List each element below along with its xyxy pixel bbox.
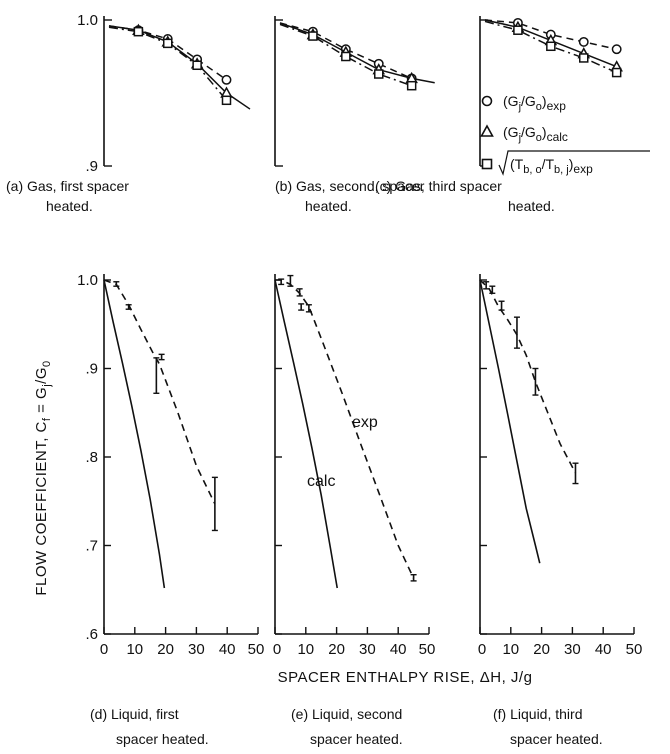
x-tick-label: 0 bbox=[100, 641, 108, 658]
error-bar bbox=[305, 304, 312, 313]
marker-square bbox=[133, 26, 144, 37]
marker-square bbox=[192, 60, 202, 71]
series-line-circle bbox=[108, 25, 227, 81]
x-tick-label: 20 bbox=[328, 641, 345, 658]
x-tick-label: 40 bbox=[595, 641, 612, 658]
error-bar bbox=[153, 357, 160, 394]
panel-caption-line1: (b) Gas, second, spacer bbox=[275, 178, 425, 194]
x-tick-label: 0 bbox=[478, 641, 486, 658]
y-tick-label: .9 bbox=[85, 361, 98, 378]
panel-caption-line1: (f) Liquid, third bbox=[493, 706, 582, 722]
panel-caption-line2: spacer heated. bbox=[116, 731, 209, 747]
x-tick-label: 0 bbox=[273, 641, 281, 658]
x-tick-label: 50 bbox=[626, 641, 643, 658]
gas-panel-a: 1.0 .9 (a) Gas, first spacer heated. bbox=[6, 12, 251, 214]
panel-caption-line2: heated. bbox=[46, 198, 93, 214]
series-line-exp bbox=[479, 279, 577, 474]
error-bar bbox=[158, 353, 165, 361]
marker-square bbox=[308, 31, 318, 41]
legend-square-icon bbox=[481, 158, 493, 170]
error-bar bbox=[513, 316, 520, 349]
error-bar bbox=[298, 303, 305, 311]
marker-square bbox=[163, 38, 173, 49]
x-tick-label: 30 bbox=[188, 641, 205, 658]
error-bar bbox=[483, 281, 490, 290]
y-tick-label: .7 bbox=[85, 538, 98, 555]
series-line-calc bbox=[274, 279, 339, 589]
panel-caption-line2: heated. bbox=[508, 198, 555, 214]
x-tick-label: 20 bbox=[533, 641, 550, 658]
error-bar bbox=[489, 285, 496, 294]
panel-caption-line1: (d) Liquid, first bbox=[90, 706, 179, 722]
liquid-panel-f: 0 10 20 30 40 50 (f) Liquid, third spacer heate… bbox=[478, 274, 643, 747]
legend-circle-icon bbox=[481, 95, 493, 107]
x-tick-label: 10 bbox=[126, 641, 143, 658]
gas-panel-c: (c) Gas, third spacer heated. bbox=[375, 16, 623, 214]
panel-caption-line1: (c) Gas, third spacer bbox=[375, 178, 502, 194]
error-bar bbox=[278, 278, 285, 286]
error-bar bbox=[125, 304, 132, 310]
series-line-calc bbox=[103, 279, 166, 589]
marker-square bbox=[611, 67, 622, 78]
series-line-circle bbox=[484, 19, 617, 50]
legend-entry-label: (Tb, o/Tb, j)exp bbox=[510, 156, 593, 176]
y-tick-label: 1.0 bbox=[77, 272, 98, 289]
x-tick-label: 40 bbox=[390, 641, 407, 658]
panel-caption-line1: (a) Gas, first spacer bbox=[6, 178, 129, 194]
x-tick-label: 10 bbox=[502, 641, 519, 658]
liquid-panel-e: 0 10 20 30 40 50 exp calc (e) Liquid, second spac… bbox=[273, 274, 436, 747]
legend: (Gj/Go)exp (Gj/Go)calc (Tb, o/Tb, j)exp bbox=[480, 93, 650, 176]
panel-caption-line2: heated. bbox=[305, 198, 352, 214]
legend-triangle-icon bbox=[480, 124, 494, 137]
series-line-calc bbox=[479, 279, 541, 564]
series-line-square bbox=[279, 23, 412, 87]
error-bar bbox=[532, 367, 539, 396]
sqrt-sign bbox=[498, 150, 650, 176]
annotation-exp: exp bbox=[352, 414, 378, 431]
x-tick-label: 50 bbox=[248, 641, 265, 658]
legend-entry-label: (Gj/Go)exp bbox=[503, 93, 566, 113]
x-tick-label: 50 bbox=[419, 641, 436, 658]
marker-square bbox=[579, 53, 589, 63]
marker-square bbox=[513, 25, 523, 35]
error-bar bbox=[287, 274, 294, 287]
error-bar bbox=[410, 574, 417, 582]
marker-circle bbox=[578, 36, 589, 47]
legend-entry-label: (Gj/Go)calc bbox=[503, 124, 568, 144]
y-tick-label: .6 bbox=[85, 626, 98, 643]
marker-circle bbox=[221, 74, 232, 85]
gas-panel-b: (b) Gas, second, spacer heated. bbox=[274, 16, 435, 214]
x-tick-label: 40 bbox=[219, 641, 236, 658]
marker-square bbox=[221, 95, 232, 106]
liquid-panel-d: 1.0 .9 .8 .7 .60 10 20 30 40 50 (d) Liquid, first s… bbox=[77, 272, 264, 747]
x-tick-label: 30 bbox=[359, 641, 376, 658]
x-axis-title: SPACER ENTHALPY RISE, ΔH, J/g bbox=[278, 669, 533, 686]
panel-caption-line2: spacer heated. bbox=[310, 731, 403, 747]
panel-caption-line2: spacer heated. bbox=[510, 731, 603, 747]
marker-circle bbox=[611, 44, 622, 55]
panel-caption-line1: (e) Liquid, second bbox=[291, 706, 402, 722]
error-bar bbox=[113, 281, 120, 287]
series-line-exp bbox=[275, 279, 415, 579]
marker-square bbox=[341, 51, 351, 62]
marker-square bbox=[374, 69, 384, 79]
annotation-calc: calc bbox=[307, 473, 335, 490]
error-bar bbox=[211, 476, 218, 532]
y-tick-label: 1.0 bbox=[77, 12, 98, 29]
y-tick-label: .8 bbox=[85, 449, 98, 466]
error-bar bbox=[572, 462, 579, 485]
x-tick-label: 20 bbox=[157, 641, 174, 658]
y-axis-title: FLOW COEFFICIENT, Cf = Gj/G0 bbox=[33, 360, 53, 595]
error-bar bbox=[296, 288, 303, 297]
marker-square bbox=[546, 41, 556, 52]
series-line-exp bbox=[103, 279, 216, 505]
x-tick-label: 30 bbox=[564, 641, 581, 658]
error-bar bbox=[498, 300, 505, 311]
marker-square bbox=[406, 80, 417, 91]
x-tick-label: 10 bbox=[297, 641, 314, 658]
y-tick-label: .9 bbox=[85, 158, 98, 175]
